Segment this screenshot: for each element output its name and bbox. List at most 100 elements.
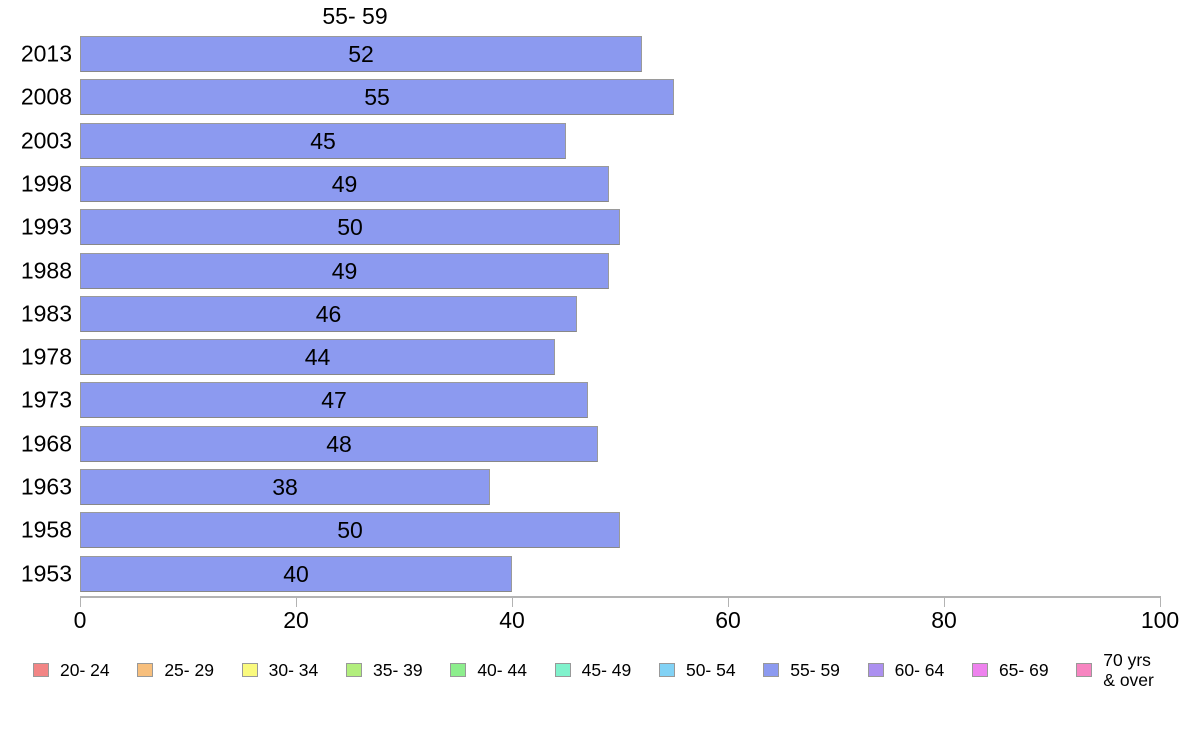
legend-label: 45- 49 <box>581 659 632 680</box>
legend-label: 70 yrs & over <box>1103 649 1154 690</box>
legend-label: 30- 34 <box>268 659 319 680</box>
bars-area: 2013 52 2008 55 2003 45 1998 49 1993 50 1988 49 1983… <box>0 36 1188 592</box>
chart-row: 1973 47 <box>0 382 1188 418</box>
bar: 49 <box>80 166 609 202</box>
legend-label: 55- 59 <box>790 659 840 680</box>
chart-row: 1993 50 <box>0 209 1188 245</box>
bar-value-label: 44 <box>304 343 331 370</box>
chart-row: 1968 48 <box>0 426 1188 462</box>
bar: 47 <box>80 382 588 418</box>
bar: 48 <box>80 426 598 462</box>
year-label: 2008 <box>20 83 72 110</box>
bar: 50 <box>80 209 620 245</box>
year-label: 1978 <box>20 343 72 370</box>
year-label: 1993 <box>20 213 72 240</box>
legend-item: 30- 34 <box>241 659 319 680</box>
year-label: 1963 <box>20 473 72 500</box>
year-label: 1968 <box>20 430 72 457</box>
year-label: 1983 <box>20 300 72 327</box>
legend-item: 35- 39 <box>345 659 423 680</box>
legend-item: 50- 54 <box>658 659 736 680</box>
bar-value-label: 50 <box>337 516 363 543</box>
bar-value-label: 45 <box>310 127 336 154</box>
bar-value-label: 49 <box>331 257 358 284</box>
legend-label: 20- 24 <box>60 659 110 680</box>
year-label: 1998 <box>20 170 72 197</box>
x-axis-tick <box>1160 598 1161 607</box>
legend-swatch <box>345 663 362 677</box>
legend-swatch <box>33 663 49 677</box>
legend-item: 70 yrs & over <box>1076 650 1154 690</box>
year-label: 1958 <box>20 516 72 543</box>
chart-row: 2013 52 <box>0 36 1188 72</box>
legend-swatch <box>867 663 884 677</box>
legend-item: 65- 69 <box>971 659 1049 680</box>
legend-swatch <box>658 663 675 677</box>
chart-row: 1983 46 <box>0 296 1188 332</box>
legend-item: 55- 59 <box>763 660 840 680</box>
x-axis-tick-label: 100 <box>1140 607 1180 633</box>
chart-row: 2003 45 <box>0 123 1188 159</box>
x-axis-tick-label: 20 <box>283 607 309 633</box>
chart-row: 2008 55 <box>0 79 1188 115</box>
x-axis-tick <box>80 598 81 607</box>
bar-value-label: 55 <box>364 83 390 110</box>
chart-row: 1953 40 <box>0 556 1188 592</box>
bar: 55 <box>80 79 674 115</box>
bar-value-label: 38 <box>272 473 298 500</box>
x-axis-tick <box>944 598 945 607</box>
legend-swatch <box>971 663 988 677</box>
chart-title: 55- 59 <box>322 3 388 29</box>
legend-label: 50- 54 <box>685 659 736 680</box>
x-axis-tick-label: 40 <box>499 607 525 633</box>
legend-item: 20- 24 <box>33 660 110 680</box>
legend-swatch <box>241 663 258 677</box>
bar-value-label: 46 <box>315 300 342 327</box>
bar-value-label: 52 <box>348 40 374 67</box>
chart-row: 1988 49 <box>0 253 1188 289</box>
bar-value-label: 50 <box>337 213 363 240</box>
bar: 49 <box>80 253 609 289</box>
bar: 40 <box>80 556 512 592</box>
legend-item: 40- 44 <box>450 660 527 680</box>
legend-label: 40- 44 <box>477 659 527 680</box>
legend-label: 60- 64 <box>894 659 945 680</box>
chart-row: 1978 44 <box>0 339 1188 375</box>
legend-label: 35- 39 <box>372 659 423 680</box>
x-axis-tick-label: 0 <box>73 607 87 633</box>
legend-item: 25- 29 <box>137 660 214 680</box>
bar-value-label: 48 <box>326 430 352 457</box>
legend-swatch <box>554 663 571 677</box>
x-axis-line <box>80 596 1161 598</box>
x-axis-tick-label: 80 <box>931 607 957 633</box>
year-label: 1988 <box>20 257 72 284</box>
bar-value-label: 40 <box>283 560 309 587</box>
legend-label: 25- 29 <box>164 659 214 680</box>
x-axis-tick <box>512 598 513 607</box>
legend-item: 45- 49 <box>554 659 632 680</box>
x-axis-tick <box>728 598 729 607</box>
year-label: 2003 <box>20 127 72 154</box>
legend-item: 60- 64 <box>867 659 945 680</box>
bar: 45 <box>80 123 566 159</box>
bar-value-label: 47 <box>321 386 347 413</box>
bar: 38 <box>80 469 490 505</box>
chart-row: 1963 38 <box>0 469 1188 505</box>
legend: 20- 24 25- 29 30- 34 35- 39 40- 44 45- 49 50- … <box>33 646 1154 694</box>
x-axis-tick <box>296 598 297 607</box>
legend-swatch <box>763 663 780 677</box>
legend-swatch <box>450 663 467 677</box>
bar: 44 <box>80 339 555 375</box>
bar: 46 <box>80 296 577 332</box>
chart-row: 1998 49 <box>0 166 1188 202</box>
bar: 50 <box>80 512 620 548</box>
legend-label: 65- 69 <box>998 659 1049 680</box>
year-label: 1973 <box>20 386 72 413</box>
legend-swatch <box>137 663 154 677</box>
legend-swatch <box>1076 663 1093 677</box>
bar-value-label: 49 <box>331 170 358 197</box>
chart-row: 1958 50 <box>0 512 1188 548</box>
year-label: 2013 <box>20 40 72 67</box>
bar: 52 <box>80 36 642 72</box>
